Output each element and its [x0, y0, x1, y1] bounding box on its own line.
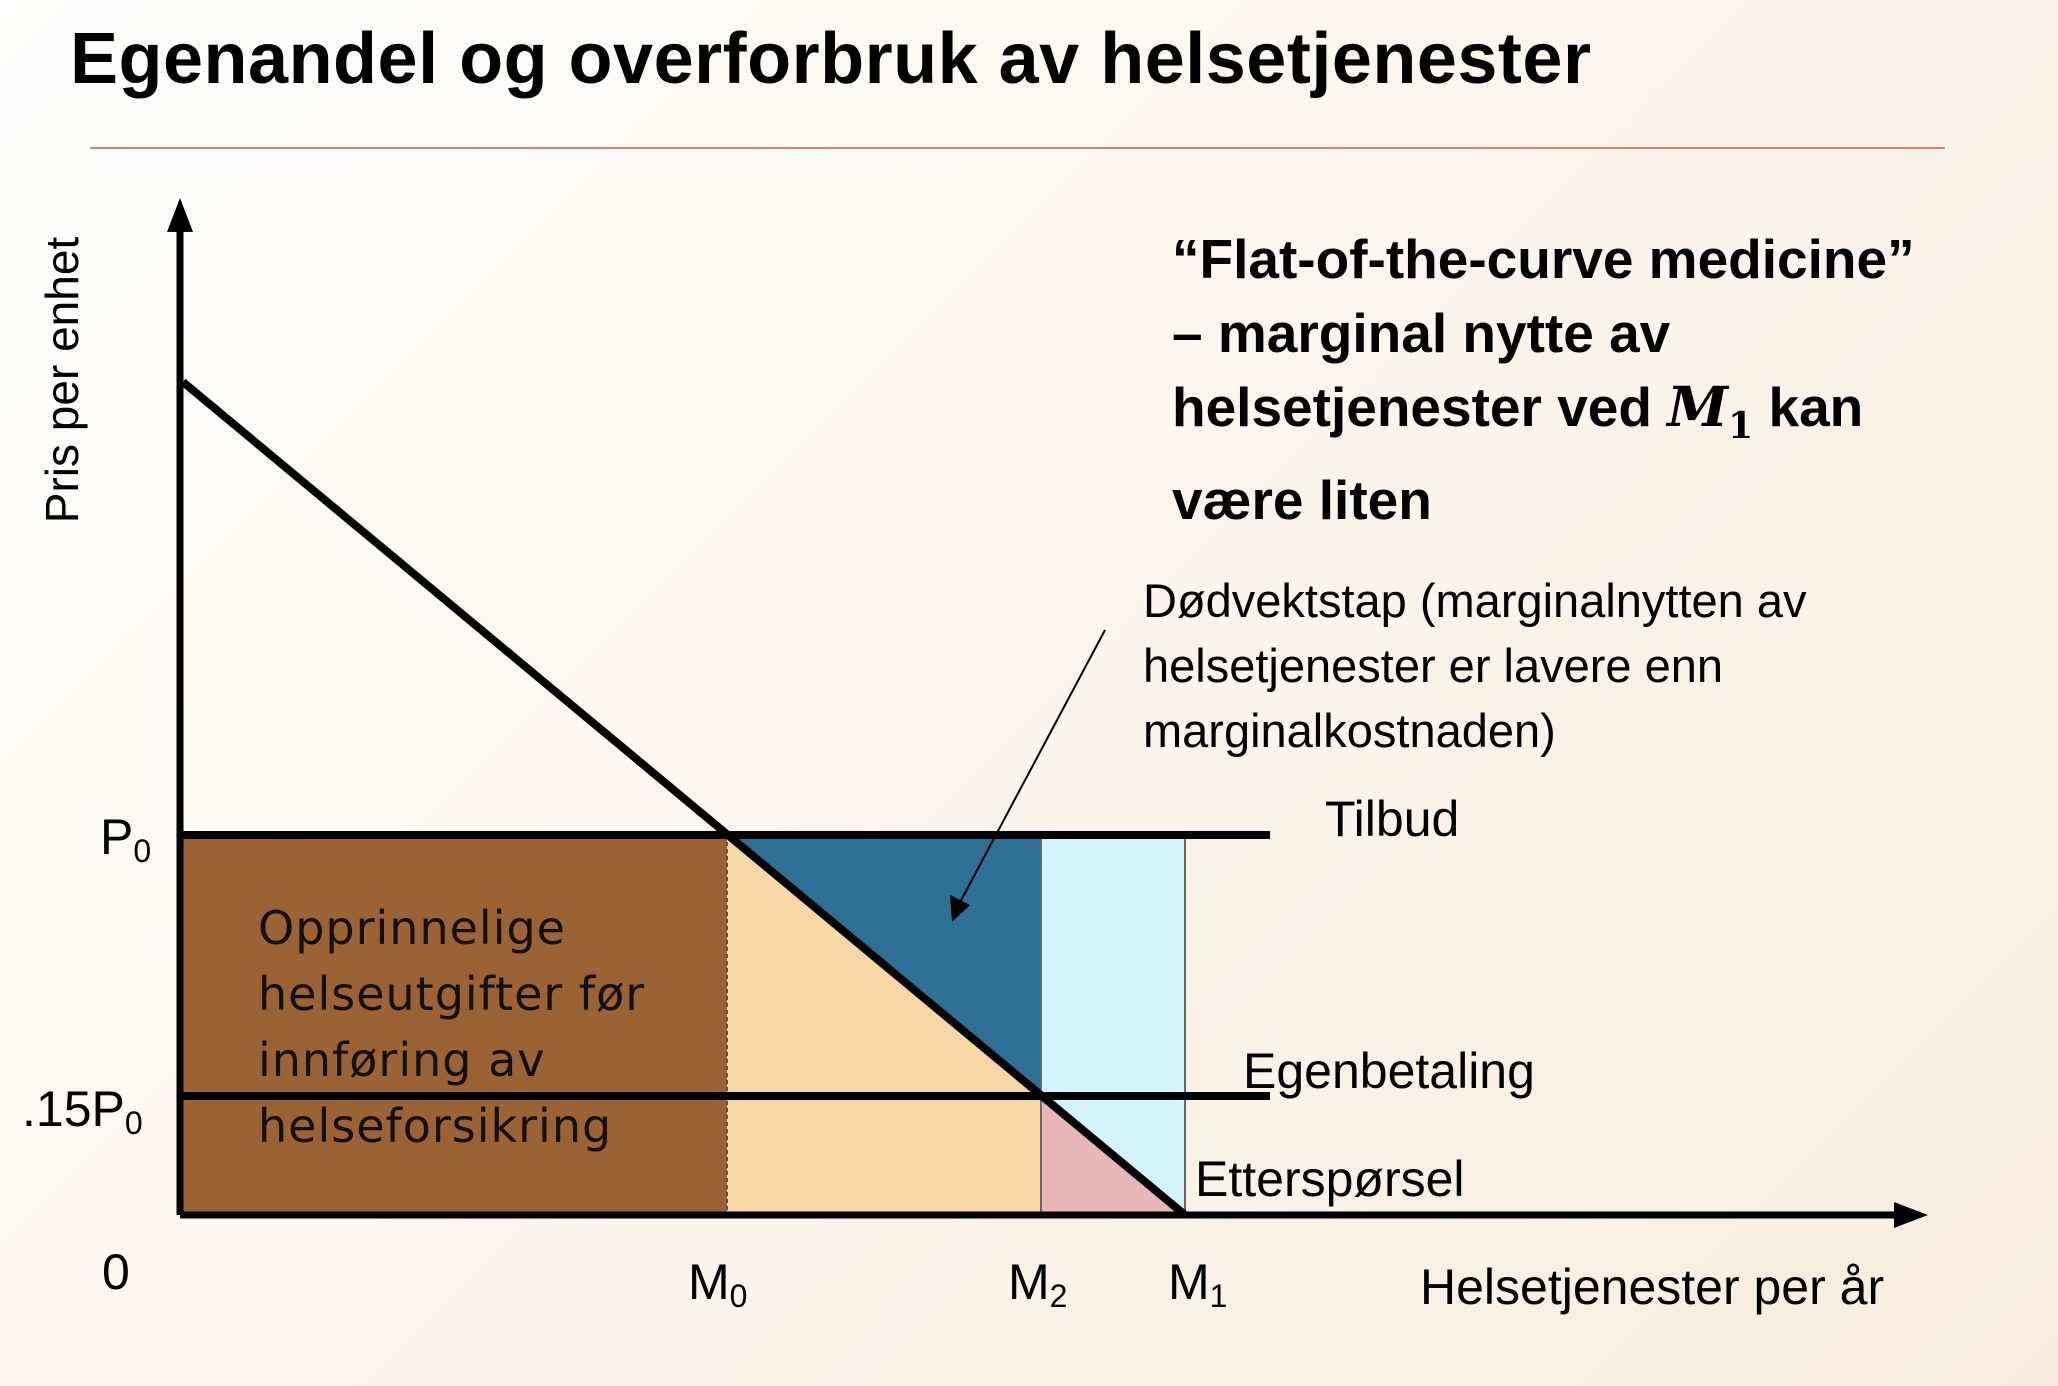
m1-tick-label: M1	[1168, 1254, 1228, 1314]
callout-arrowhead	[950, 895, 970, 922]
demand-label: Etterspørsel	[1195, 1151, 1465, 1207]
note-line-1: “Flat-of-the-curve medicine”	[1172, 228, 1915, 290]
origin-label: 0	[102, 1244, 130, 1300]
m2-tick-label: M2	[1008, 1254, 1068, 1314]
deadweight-loss-callout: Dødvektstap (marginalnytten av helsetjen…	[1143, 574, 1807, 757]
m1-variable: M1	[1667, 374, 1754, 447]
supply-label: Tilbud	[1325, 791, 1460, 847]
flat-of-curve-note: “Flat-of-the-curve medicine” – marginal …	[1172, 222, 2032, 537]
demand-line	[180, 378, 1188, 1219]
note-line-2: – marginal nytte av	[1172, 302, 1671, 364]
copay-label: Egenbetaling	[1243, 1043, 1535, 1099]
y-axis-arrow	[167, 198, 193, 232]
extra-spending-area	[727, 835, 1041, 1215]
original-spending-label: Opprinnelige helseutgifter før innføring…	[258, 901, 646, 1153]
page-title: Egenandel og overforbruk av helsetjenest…	[70, 19, 1592, 99]
uncovered-area	[1041, 835, 1185, 1215]
callout-arrow	[956, 629, 1106, 909]
x-axis-label: Helsetjenester per år	[1420, 1259, 1885, 1315]
note-line-3: helsetjenester ved M1 kan	[1172, 374, 1864, 447]
m0-tick-label: M0	[688, 1254, 748, 1314]
title-divider	[90, 147, 1945, 149]
p0-tick-label: P0	[100, 809, 152, 869]
y-axis-label: Pris per enhet	[36, 236, 88, 524]
p15-tick-label: .15P0	[22, 1081, 143, 1141]
note-line-4: være liten	[1172, 469, 1432, 531]
original-spending-area	[180, 835, 727, 1215]
x-axis-arrow	[1894, 1202, 1928, 1228]
